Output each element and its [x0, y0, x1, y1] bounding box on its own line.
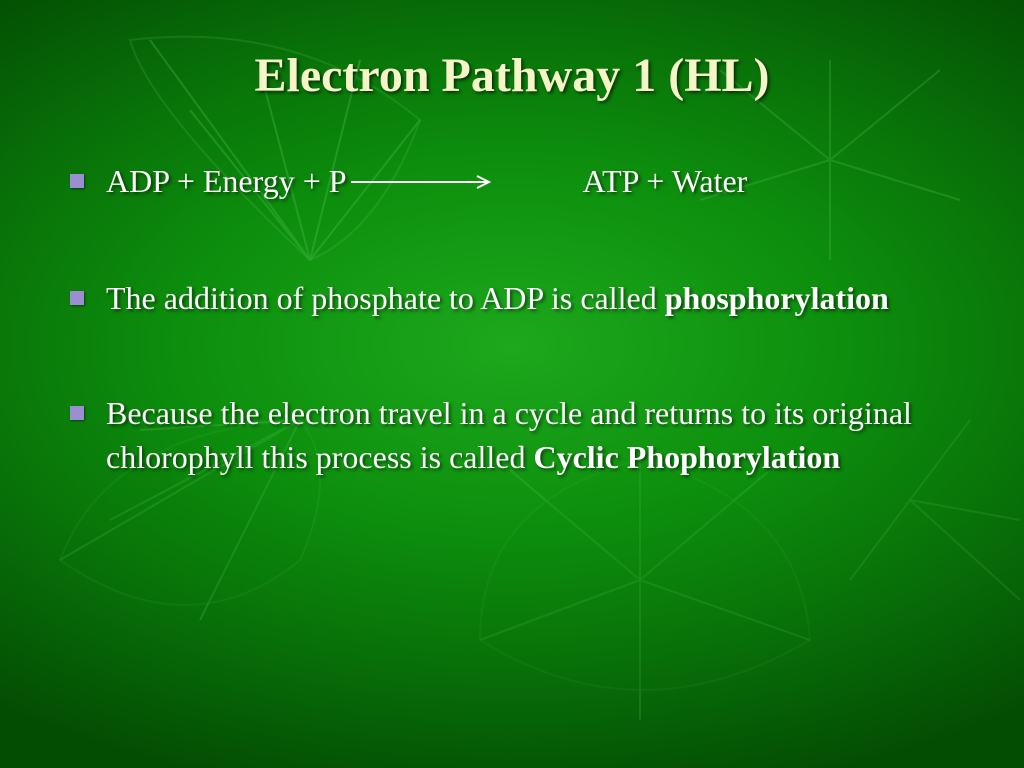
text-segment: The addition of phosphate to ADP is call… — [106, 280, 665, 316]
equation-line: ADP + Energy + P ATP + Water — [106, 160, 964, 203]
bullet-square-icon — [70, 291, 84, 305]
bullet-item: The addition of phosphate to ADP is call… — [70, 277, 964, 320]
slide-title: Electron Pathway 1 (HL) — [0, 48, 1024, 103]
slide-body: ADP + Energy + P ATP + Water The additio… — [70, 160, 964, 479]
bullet-square-icon — [70, 406, 84, 420]
bullet-item: ADP + Energy + P ATP + Water — [70, 160, 964, 203]
bullet-square-icon — [70, 174, 84, 188]
equation-left: ADP + Energy + P — [106, 160, 347, 203]
reaction-arrow-icon — [349, 174, 499, 190]
text-bold-segment: phosphorylation — [665, 280, 889, 316]
bullet-text: The addition of phosphate to ADP is call… — [106, 277, 964, 320]
equation-right: ATP + Water — [583, 160, 748, 203]
text-bold-segment: Cyclic Phophorylation — [533, 439, 840, 475]
bullet-text: Because the electron travel in a cycle a… — [106, 392, 964, 478]
bullet-item: Because the electron travel in a cycle a… — [70, 392, 964, 478]
